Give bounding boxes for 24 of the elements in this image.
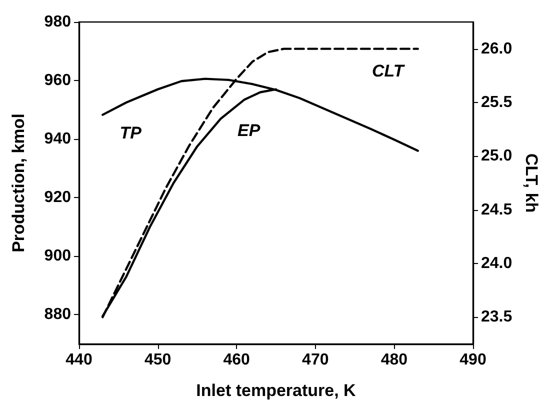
y-tick-label: 960 bbox=[44, 72, 72, 90]
y-tick-label: 920 bbox=[44, 189, 72, 206]
y2-tick-label: 24.5 bbox=[481, 201, 512, 218]
series-label: EP bbox=[237, 121, 261, 140]
y2-tick-label: 24.0 bbox=[481, 255, 512, 272]
x-tick-label: 480 bbox=[380, 352, 408, 368]
y-tick-label: 880 bbox=[44, 306, 72, 324]
y-tick-label: 940 bbox=[44, 130, 72, 148]
y2-tick-label: 25.5 bbox=[481, 94, 512, 111]
y2-axis-title: CLT, kh bbox=[522, 153, 542, 213]
series-label: CLT bbox=[372, 61, 406, 80]
x-tick-label: 450 bbox=[144, 352, 172, 368]
y-tick-label: 980 bbox=[44, 14, 72, 30]
y2-tick-label: 25.0 bbox=[481, 148, 512, 165]
y2-tick-label: 23.5 bbox=[481, 308, 512, 326]
y-tick-label: 900 bbox=[44, 248, 72, 265]
series-label: TP bbox=[120, 123, 142, 142]
x-tick-label: 490 bbox=[460, 352, 486, 368]
y-axis-title: Production, kmol bbox=[9, 114, 28, 252]
x-tick-label: 470 bbox=[302, 352, 329, 368]
x-tick-label: 440 bbox=[66, 352, 92, 368]
x-axis-title: Inlet temperature, K bbox=[196, 381, 357, 400]
y2-tick-label: 26.0 bbox=[481, 40, 512, 58]
x-tick-label: 460 bbox=[223, 352, 250, 368]
